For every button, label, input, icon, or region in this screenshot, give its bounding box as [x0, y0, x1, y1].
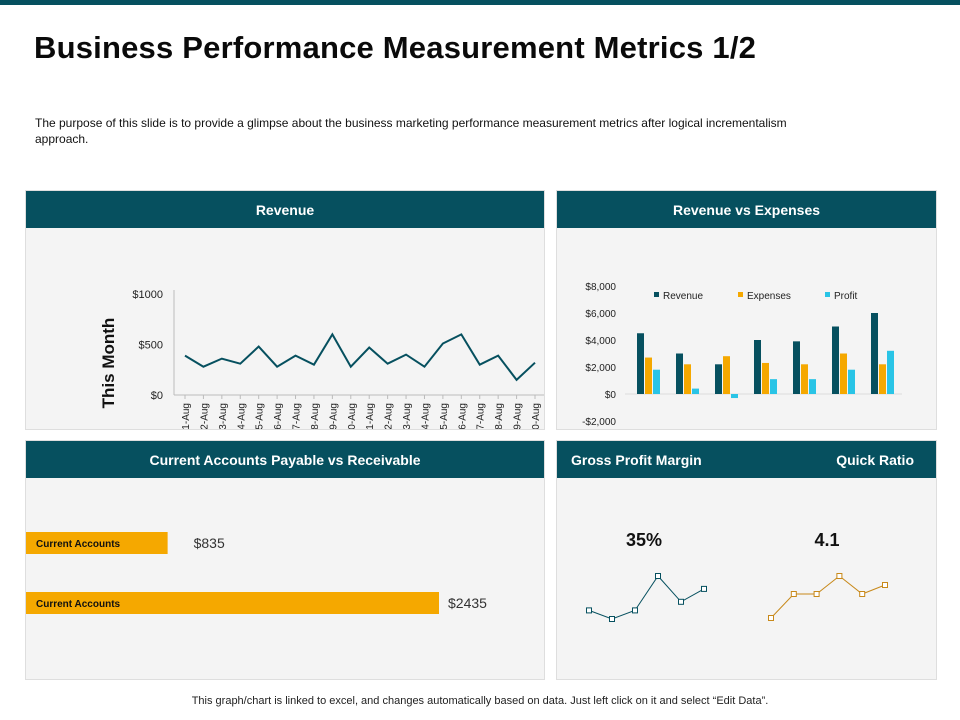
sparkline-charts[interactable]: 35% 4.1 [557, 478, 938, 679]
revenue-x-tick: 7-Aug [292, 403, 303, 429]
revenue-y-tick: $1000 [132, 289, 163, 301]
quick-ratio-line [770, 575, 886, 619]
revenue-x-tick: 5-Aug [255, 403, 266, 429]
quick-ratio-point [859, 591, 866, 597]
rve-y-tick: $8,000 [585, 282, 616, 293]
revenue-x-tick: 16-Aug [457, 403, 468, 429]
accounts-bar-chart[interactable]: Current Accounts $835 Current Accounts $243… [26, 478, 546, 679]
accounts-bar-label: Current Accounts [36, 539, 121, 550]
revenue-vs-expenses-header: Revenue vs Expenses [557, 191, 936, 228]
gross-profit-margin-value: 35% [626, 530, 662, 550]
rve-bar-expenses [801, 364, 808, 394]
revenue-x-tick: 19-Aug [513, 403, 524, 429]
rve-legend-label-revenue: Revenue [663, 291, 703, 302]
rve-y-tick: $4,000 [585, 336, 616, 347]
revenue-line-chart[interactable]: $0 $500 $1000 1-Aug 2-Aug 3-Aug 4-Aug 5-Aug 6-Au… [26, 228, 546, 429]
rve-bar-expenses [879, 364, 886, 394]
rve-legend-label-profit: Profit [834, 291, 858, 302]
revenue-x-tick: 3-Aug [218, 403, 229, 429]
rve-bar-profit [887, 350, 894, 394]
gross-profit-margin-point [655, 573, 661, 579]
gross-profit-margin-point [609, 616, 615, 622]
gross-profit-margin-point [678, 598, 684, 605]
accounts-bar [26, 532, 168, 554]
rve-bar-revenue [793, 341, 800, 394]
rve-legend-swatch-expenses [738, 292, 743, 297]
rve-y-tick: $6,000 [585, 309, 616, 320]
gross-profit-margin-point [632, 607, 638, 614]
rve-bar-profit [770, 379, 777, 394]
quick-ratio-label: Quick Ratio [836, 451, 914, 468]
rve-bar-profit [809, 379, 816, 394]
revenue-x-tick: 13-Aug [402, 403, 413, 429]
revenue-x-tick: 4-Aug [236, 403, 247, 429]
accounts-payable-receivable-panel[interactable]: Current Accounts Payable vs Receivable C… [25, 440, 545, 680]
quick-ratio-point [790, 591, 797, 597]
rve-bar-expenses [645, 357, 652, 394]
accounts-bar [26, 592, 439, 614]
quick-ratio-value: 4.1 [814, 530, 839, 550]
rve-bar-revenue [871, 313, 878, 394]
gross-profit-margin-line [588, 575, 705, 620]
gross-profit-margin-point [586, 607, 592, 614]
revenue-x-tick: 1-Aug [181, 403, 192, 429]
gross-profit-quick-ratio-header: Gross Profit Margin Quick Ratio [557, 441, 936, 478]
accounts-payable-receivable-header: Current Accounts Payable vs Receivable [26, 441, 544, 478]
rve-bar-profit [653, 369, 660, 394]
revenue-x-tick: 9-Aug [328, 403, 339, 429]
rve-bar-expenses [684, 364, 691, 394]
page-description: The purpose of this slide is to provide … [35, 116, 787, 146]
rve-bar-revenue [832, 326, 839, 394]
rve-bar-profit [692, 388, 699, 394]
quick-ratio-point [836, 573, 843, 579]
revenue-panel-header: Revenue [26, 191, 544, 228]
revenue-vs-expenses-bar-chart[interactable]: -$2,000$0$2,000$4,000$6,000$8,000JanFebM… [557, 228, 938, 429]
rve-bar-revenue [715, 364, 722, 394]
gross-profit-quick-ratio-panel[interactable]: Gross Profit Margin Quick Ratio 35% 4.1 [556, 440, 937, 680]
accounts-bar-label: Current Accounts [36, 599, 121, 610]
rve-bar-expenses [723, 356, 730, 394]
rve-bar-profit [848, 369, 855, 394]
rve-bar-profit [731, 394, 738, 399]
accounts-value-label: $2435 [448, 595, 487, 611]
revenue-x-tick: 8-Aug [310, 403, 321, 429]
accounts-value-label: $835 [194, 535, 225, 551]
revenue-x-tick: 10-Aug [347, 403, 358, 429]
quick-ratio-point [813, 591, 820, 597]
revenue-x-tick: 6-Aug [273, 403, 284, 429]
rve-y-tick: $0 [605, 390, 617, 401]
revenue-y-tick: $500 [139, 340, 163, 352]
revenue-x-tick: 11-Aug [365, 403, 376, 429]
revenue-y-tick: $0 [151, 390, 163, 402]
revenue-x-tick: 2-Aug [199, 403, 210, 429]
revenue-x-tick: 20-Aug [531, 403, 542, 429]
rve-bar-revenue [754, 340, 761, 394]
top-accent-bar [0, 0, 960, 5]
rve-legend-swatch-revenue [654, 292, 659, 297]
revenue-vs-expenses-panel[interactable]: Revenue vs Expenses -$2,000 $0 $2,000 $4,00… [556, 190, 937, 430]
rve-bar-revenue [676, 353, 683, 394]
page-title: Business Performance Measurement Metrics… [34, 30, 757, 65]
rve-y-tick: $2,000 [585, 363, 616, 374]
rve-bar-revenue [637, 333, 644, 394]
revenue-x-tick: 15-Aug [439, 403, 450, 429]
revenue-x-tick: 18-Aug [494, 403, 505, 429]
revenue-x-tick: 17-Aug [476, 403, 487, 429]
revenue-x-tick: 14-Aug [420, 403, 431, 429]
rve-bar-expenses [840, 353, 847, 394]
revenue-x-tick: 12-Aug [384, 403, 395, 429]
rve-bar-expenses [762, 362, 769, 394]
quick-ratio-point [882, 582, 888, 588]
rve-y-tick: -$2,000 [582, 417, 616, 428]
quick-ratio-point [768, 615, 774, 621]
gross-profit-margin-point [701, 585, 707, 592]
rve-legend-swatch-profit [825, 292, 830, 297]
rve-legend-label-expenses: Expenses [747, 291, 791, 302]
footer-note: This graph/chart is linked to excel, and… [191, 695, 769, 707]
revenue-panel[interactable]: Revenue $0 $500 $1000 1-Aug 2-Aug 3-Aug 4-Aug 5… [25, 190, 545, 430]
revenue-line [184, 332, 536, 382]
gross-profit-margin-label: Gross Profit Margin [571, 451, 702, 468]
this-month-label: This Month [99, 318, 118, 409]
